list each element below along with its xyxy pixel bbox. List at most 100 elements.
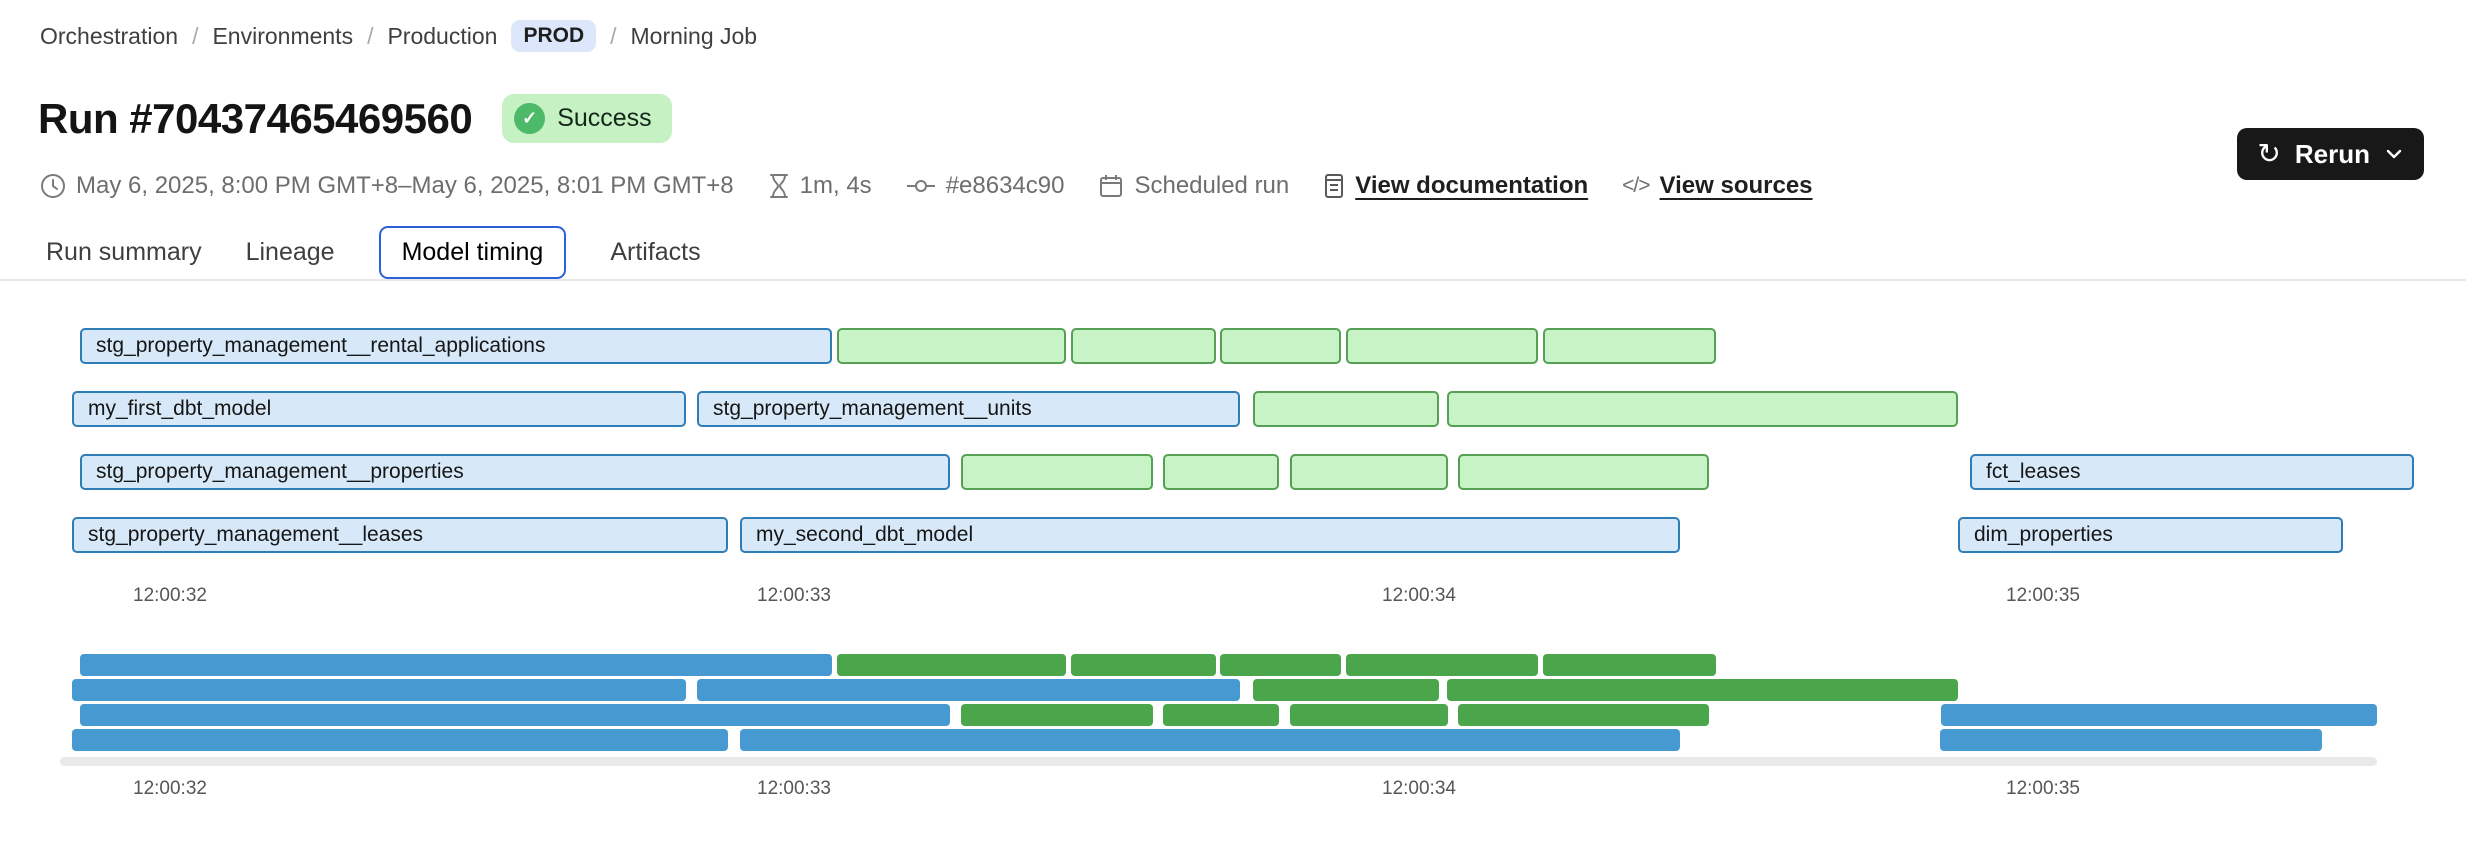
commit-icon	[906, 180, 935, 192]
document-icon	[1325, 174, 1344, 198]
code-icon: </>	[1622, 174, 1650, 197]
commit-hash[interactable]: #e8634c90	[945, 172, 1065, 199]
gantt-bar-label: stg_property_management__properties	[96, 460, 464, 483]
overview-bar	[740, 729, 1680, 751]
gantt-bar-label: my_second_dbt_model	[756, 523, 974, 546]
gantt-bar[interactable]	[961, 454, 1153, 490]
rerun-button[interactable]: ↻ Rerun	[2237, 128, 2424, 180]
status-badge: ✓ Success	[502, 94, 672, 143]
axis-tick-label: 12:00:32	[133, 585, 207, 606]
scrollbar-track[interactable]	[60, 757, 2377, 766]
calendar-icon	[1100, 175, 1123, 197]
chevron-down-icon[interactable]	[2384, 144, 2404, 164]
overview-bar	[72, 729, 728, 751]
gantt-bar-stg_property_management__rental_applications[interactable]: stg_property_management__rental_applicat…	[80, 328, 832, 364]
overview-bar	[1458, 704, 1709, 726]
axis-tick-label: 12:00:33	[757, 778, 831, 799]
breadcrumb: Orchestration / Environments / Productio…	[40, 20, 757, 52]
gantt-bar[interactable]	[1543, 328, 1716, 364]
gantt-bar-my_second_dbt_model[interactable]: my_second_dbt_model	[740, 517, 1680, 553]
overview-bar	[961, 704, 1153, 726]
overview-bar	[1543, 654, 1716, 676]
overview-bar	[837, 654, 1066, 676]
axis-tick-label: 12:00:32	[133, 778, 207, 799]
sources: </> View sources	[1622, 172, 1812, 200]
gantt-bar-stg_property_management__leases[interactable]: stg_property_management__leases	[72, 517, 728, 553]
overview-time-axis: 12:00:32 12:00:33 12:00:34 12:00:35	[60, 778, 2460, 802]
gantt-bar-my_first_dbt_model[interactable]: my_first_dbt_model	[72, 391, 686, 427]
gantt-bar[interactable]	[1458, 454, 1709, 490]
gantt-bar[interactable]	[1071, 328, 1216, 364]
breadcrumb-orchestration[interactable]: Orchestration	[40, 22, 179, 49]
overview-bar	[80, 704, 950, 726]
axis-tick-label: 12:00:33	[757, 585, 831, 606]
overview-bar	[72, 679, 686, 701]
gantt-bar[interactable]	[1447, 391, 1958, 427]
title-row: Run #70437465469560 ✓ Success	[38, 94, 672, 143]
refresh-icon: ↻	[2257, 138, 2281, 169]
view-documentation-link[interactable]: View documentation	[1355, 172, 1589, 199]
overview-bar	[1071, 654, 1216, 676]
time-range-text: May 6, 2025, 8:00 PM GMT+8–May 6, 2025, …	[76, 172, 734, 199]
model-timing-chart: stg_property_management__rental_applicat…	[60, 300, 2460, 842]
overview-bar	[80, 654, 832, 676]
gantt-bar-label: dim_properties	[1974, 523, 2113, 546]
commit: #e8634c90	[906, 172, 1065, 200]
tab-artifacts[interactable]: Artifacts	[610, 238, 701, 266]
overview-bar	[1940, 729, 2322, 751]
gantt-bar[interactable]	[1163, 454, 1279, 490]
trigger: Scheduled run	[1098, 172, 1289, 200]
axis-tick-label: 12:00:35	[2006, 778, 2080, 799]
tab-run-summary[interactable]: Run summary	[46, 238, 202, 266]
duration: 1m, 4s	[768, 172, 872, 200]
check-icon: ✓	[514, 103, 546, 134]
tab-lineage[interactable]: Lineage	[245, 238, 335, 266]
gantt-bar-dim_properties[interactable]: dim_properties	[1958, 517, 2343, 553]
breadcrumb-separator: /	[367, 22, 374, 49]
overview-bar	[1290, 704, 1448, 726]
gantt-bar-label: fct_leases	[1986, 460, 2081, 483]
gantt-time-axis: 12:00:32 12:00:33 12:00:34 12:00:35	[60, 585, 2460, 609]
breadcrumb-separator: /	[610, 22, 617, 49]
hourglass-icon	[769, 174, 788, 198]
tab-model-timing[interactable]: Model timing	[378, 226, 567, 279]
breadcrumb-environments[interactable]: Environments	[212, 22, 354, 49]
gantt-bar-label: my_first_dbt_model	[88, 397, 272, 420]
gantt-bar-fct_leases[interactable]: fct_leases	[1970, 454, 2414, 490]
breadcrumb-morning-job[interactable]: Morning Job	[630, 22, 758, 49]
overview-bar	[1447, 679, 1958, 701]
overview-bar	[697, 679, 1240, 701]
gantt-bar-stg_property_management__units[interactable]: stg_property_management__units	[697, 391, 1240, 427]
time-range: May 6, 2025, 8:00 PM GMT+8–May 6, 2025, …	[40, 172, 734, 200]
overview-bar	[1253, 679, 1439, 701]
gantt-bar[interactable]	[1290, 454, 1448, 490]
overview-bar	[1220, 654, 1341, 676]
overview-bar	[1163, 704, 1279, 726]
view-sources-link[interactable]: View sources	[1659, 172, 1813, 199]
breadcrumb-production[interactable]: Production	[387, 22, 498, 49]
gantt-bar-label: stg_property_management__rental_applicat…	[96, 334, 546, 357]
gantt-bar-label: stg_property_management__units	[713, 397, 1032, 420]
trigger-text: Scheduled run	[1134, 172, 1290, 199]
documentation: View documentation	[1323, 172, 1588, 200]
gantt-bar[interactable]	[837, 328, 1066, 364]
status-label: Success	[557, 104, 652, 132]
run-metadata: May 6, 2025, 8:00 PM GMT+8–May 6, 2025, …	[40, 172, 1813, 200]
axis-tick-label: 12:00:35	[2006, 585, 2080, 606]
gantt-bar[interactable]	[1220, 328, 1341, 364]
overview-bar	[1941, 704, 2377, 726]
axis-tick-label: 12:00:34	[1382, 778, 1456, 799]
page-title: Run #70437465469560	[38, 94, 473, 142]
gantt-bar[interactable]	[1253, 391, 1439, 427]
gantt-bar-label: stg_property_management__leases	[88, 523, 424, 546]
rerun-label: Rerun	[2294, 138, 2370, 169]
clock-icon	[41, 174, 65, 198]
tabs-divider	[0, 279, 2466, 281]
gantt-bar-stg_property_management__properties[interactable]: stg_property_management__properties	[80, 454, 950, 490]
gantt-bar[interactable]	[1346, 328, 1538, 364]
environment-badge: PROD	[511, 20, 597, 52]
overview-bar	[1346, 654, 1538, 676]
axis-tick-label: 12:00:34	[1382, 585, 1456, 606]
run-tabs: Run summary Lineage Model timing Artifac…	[46, 226, 701, 279]
